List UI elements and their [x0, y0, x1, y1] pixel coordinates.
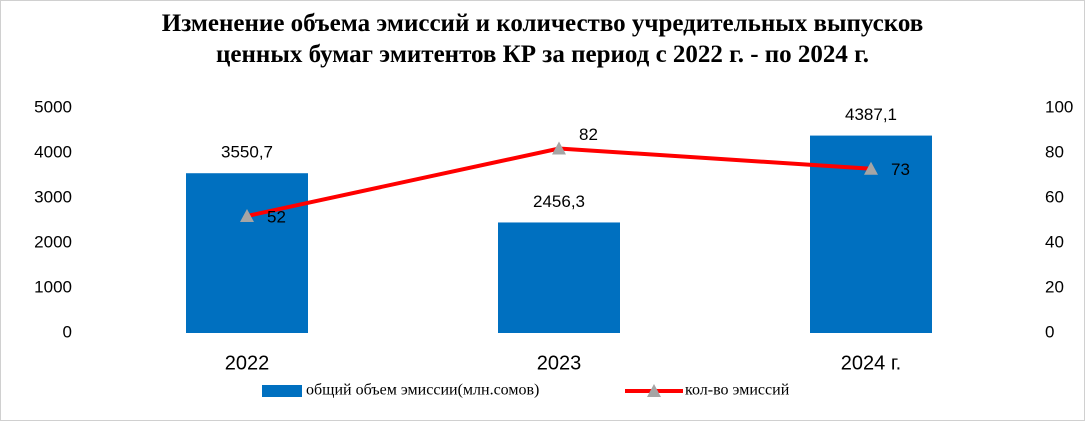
- y-tick-label: 3000: [34, 187, 72, 206]
- legend-swatch: [262, 385, 302, 397]
- y2-tick-label: 60: [1045, 187, 1064, 206]
- legend-marker: [647, 384, 661, 397]
- y-tick-label: 2000: [34, 232, 72, 251]
- marker: [240, 209, 254, 222]
- marker: [552, 141, 566, 155]
- legend-label: кол-во эмиссий: [685, 382, 790, 399]
- y-tick-label: 4000: [34, 142, 72, 161]
- value-label: 52: [267, 207, 286, 226]
- value-label: 82: [579, 125, 598, 144]
- value-label: 3550,7: [221, 143, 273, 162]
- value-label: 73: [891, 160, 910, 179]
- bar: [498, 222, 620, 333]
- y2-tick-label: 40: [1045, 232, 1064, 251]
- y2-tick-label: 80: [1045, 142, 1064, 161]
- value-label: 2456,3: [533, 192, 585, 211]
- marker: [864, 161, 878, 175]
- legend-label: общий объем эмиссии(млн.сомов): [306, 382, 539, 399]
- y-tick-label: 1000: [34, 277, 72, 296]
- y2-tick-label: 0: [1045, 322, 1054, 341]
- chart-title: Изменение объема эмиссий и количество уч…: [161, 10, 924, 68]
- y-tick-label: 5000: [34, 97, 72, 116]
- y2-tick-label: 20: [1045, 277, 1064, 296]
- x-tick-label: 2022: [225, 352, 270, 374]
- y-tick-label: 0: [63, 322, 72, 341]
- x-tick-label: 2023: [537, 352, 582, 374]
- y2-tick-label: 100: [1045, 97, 1073, 116]
- value-label: 4387,1: [845, 105, 897, 124]
- x-tick-label: 2024 г.: [841, 352, 901, 374]
- bar: [186, 173, 308, 333]
